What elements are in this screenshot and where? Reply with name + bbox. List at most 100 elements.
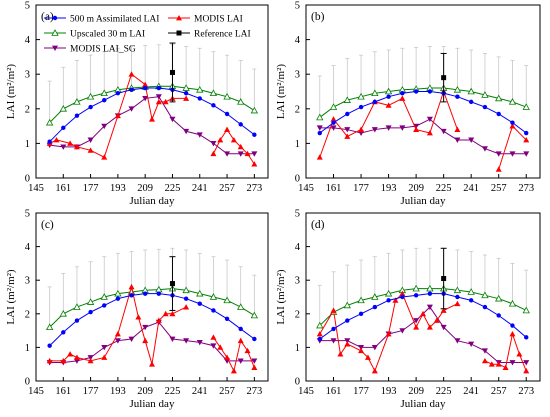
- data-point: [238, 122, 243, 127]
- data-point: [115, 91, 121, 96]
- data-point: [128, 283, 135, 290]
- data-point: [59, 104, 67, 112]
- data-point: [169, 336, 176, 342]
- x-tick-label: 161: [326, 386, 342, 397]
- data-point: [142, 85, 148, 91]
- plot-area: [316, 46, 530, 172]
- data-point: [142, 81, 149, 87]
- series-line: [49, 288, 255, 328]
- data-point: [372, 304, 378, 310]
- y-tick-label: 3: [295, 276, 300, 287]
- x-tick-label: 225: [436, 183, 452, 194]
- data-point: [88, 309, 93, 315]
- data-point: [102, 303, 107, 308]
- y-tick-label: 2: [25, 309, 30, 320]
- legend-marker: [52, 45, 58, 51]
- data-point: [386, 94, 391, 99]
- data-point: [482, 104, 488, 110]
- data-point: [115, 296, 121, 301]
- data-point: [482, 304, 488, 310]
- data-point: [495, 94, 503, 102]
- x-tick-label: 177: [83, 386, 99, 397]
- data-point: [60, 357, 67, 364]
- data-point: [516, 351, 523, 357]
- data-point: [454, 300, 461, 307]
- data-point: [467, 288, 475, 295]
- x-tick-label: 193: [110, 386, 126, 397]
- data-point: [317, 130, 322, 136]
- data-point: [196, 85, 204, 93]
- series-upscaled-30-m-lai: [316, 46, 530, 121]
- data-point: [412, 284, 420, 292]
- data-point: [371, 89, 379, 97]
- x-tick-label: 161: [55, 183, 71, 194]
- data-point: [155, 317, 162, 323]
- data-point: [210, 334, 217, 340]
- data-point: [399, 95, 406, 101]
- data-point: [210, 150, 217, 157]
- data-point: [502, 364, 509, 370]
- data-point: [427, 291, 433, 296]
- y-axis-label: LAI (m²/m²): [275, 64, 287, 120]
- data-point: [481, 146, 488, 152]
- x-tick-label: 225: [165, 386, 181, 397]
- data-point: [344, 341, 351, 347]
- data-point: [441, 276, 447, 282]
- legend-label: Upscaled 30 m LAI: [70, 30, 145, 40]
- series-line: [319, 118, 527, 155]
- data-point: [162, 310, 169, 317]
- data-point: [101, 354, 108, 360]
- data-point: [114, 338, 121, 344]
- data-point: [481, 357, 488, 364]
- series-line: [319, 91, 527, 134]
- chart-panel: 145 161 177 193 209 225 241 257 273 0 1 2 3 4 5 Julian …: [5, 209, 269, 410]
- data-point: [371, 367, 378, 374]
- y-tick-label: 1: [295, 139, 300, 150]
- data-point: [413, 293, 419, 298]
- y-tick-label: 5: [25, 209, 30, 220]
- y-axis-label: LAI (m²/m²): [5, 64, 17, 120]
- data-point: [481, 348, 488, 354]
- data-point: [344, 133, 351, 139]
- data-point: [426, 324, 433, 330]
- data-point: [508, 98, 517, 105]
- data-point: [87, 357, 94, 364]
- data-point: [510, 323, 515, 328]
- series-modis-lai: [481, 330, 530, 374]
- data-point: [331, 120, 336, 125]
- x-tick-label: 209: [137, 183, 153, 194]
- x-tick-label: 161: [326, 183, 342, 194]
- series-upscaled-30-m-lai: [45, 44, 259, 126]
- data-point: [509, 330, 516, 337]
- data-point: [251, 151, 258, 157]
- data-point: [217, 136, 224, 143]
- x-tick-label: 177: [353, 386, 369, 397]
- data-point: [142, 337, 149, 344]
- data-point: [237, 98, 245, 105]
- data-point: [237, 337, 244, 344]
- legend: 500 m Assimilated LAI MODIS LAI Upscaled 3…: [44, 15, 251, 55]
- data-point: [523, 136, 530, 143]
- y-tick-label: 1: [25, 139, 30, 150]
- data-point: [426, 284, 434, 292]
- y-tick-label: 5: [295, 1, 300, 12]
- data-point: [74, 318, 80, 323]
- legend-item: 500 m Assimilated LAI: [44, 15, 159, 25]
- data-point: [508, 299, 517, 307]
- legend-label: MODIS LAI_SG: [70, 45, 136, 55]
- data-point: [73, 98, 81, 105]
- series-modis-lai: [316, 88, 461, 160]
- data-point: [53, 136, 60, 143]
- series-line: [319, 292, 458, 373]
- data-point: [509, 151, 516, 157]
- data-point: [413, 126, 420, 132]
- x-tick-label: 257: [219, 386, 235, 397]
- data-point: [358, 347, 365, 354]
- x-tick-label: 273: [518, 386, 534, 397]
- x-tick-label: 161: [55, 386, 71, 397]
- data-point: [345, 111, 350, 117]
- data-point: [399, 125, 406, 131]
- data-point: [426, 130, 433, 136]
- data-point: [250, 311, 259, 319]
- data-point: [142, 291, 148, 296]
